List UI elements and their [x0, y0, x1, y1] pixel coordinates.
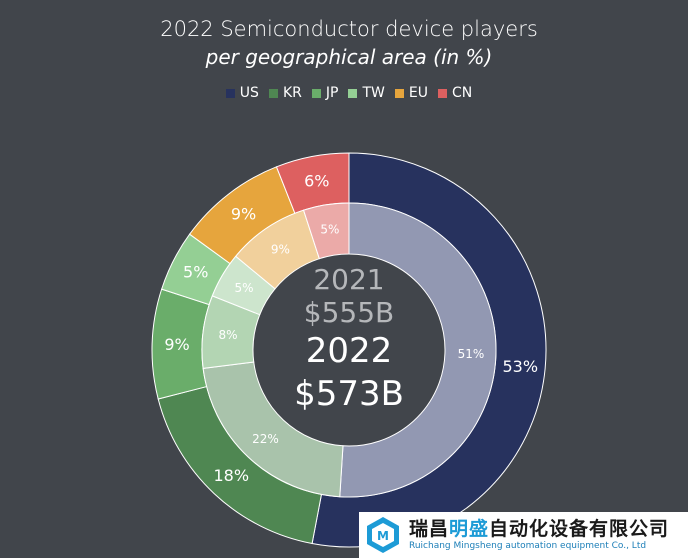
- legend-label: CN: [451, 85, 473, 101]
- inner-2021-label-jp: 8%: [218, 328, 237, 342]
- legend-swatch: [348, 88, 358, 98]
- legend-label: US: [239, 85, 259, 101]
- legend-swatch: [268, 88, 278, 98]
- legend-label: TW: [362, 85, 385, 101]
- legend-item-cn: CN: [437, 85, 473, 101]
- outer-2022-label-us: 53%: [502, 357, 538, 376]
- outer-2022-label-kr: 18%: [213, 466, 249, 485]
- legend-swatch: [225, 88, 235, 98]
- legend-label: JP: [325, 85, 339, 101]
- legend-swatch: [394, 88, 404, 98]
- company-logo-icon: M: [367, 517, 399, 553]
- legend-label: KR: [282, 85, 302, 101]
- legend-swatch: [311, 88, 321, 98]
- chart-title: 2022 Semiconductor device players: [160, 17, 538, 41]
- inner-2021-label-kr: 22%: [252, 432, 279, 446]
- legend-swatch: [437, 88, 447, 98]
- chart-subtitle: per geographical area (in %): [205, 45, 493, 69]
- legend-item-tw: TW: [348, 85, 385, 101]
- inner-2021-slice-cn: [302, 202, 350, 260]
- center-year-2021: 2021: [313, 263, 384, 296]
- inner-2021-label-cn: 5%: [320, 223, 339, 237]
- legend-label: EU: [408, 85, 428, 101]
- legend-item-jp: JP: [311, 85, 339, 101]
- svg-text:M: M: [377, 529, 389, 543]
- outer-2022-label-eu: 9%: [231, 205, 256, 224]
- inner-2021-label-us: 51%: [458, 347, 485, 361]
- watermark-company-en: Ruichang Mingsheng automation equipment …: [409, 541, 647, 551]
- inner-2021-label-eu: 9%: [271, 242, 290, 256]
- center-year-2022: 2022: [306, 331, 393, 371]
- watermark-company-cn: 瑞昌明盛自动化设备有限公司: [409, 518, 670, 540]
- outer-2022-label-jp: 9%: [164, 335, 189, 354]
- outer-2022-label-cn: 6%: [304, 172, 329, 191]
- legend-item-kr: KR: [268, 85, 302, 101]
- outer-2022-label-tw: 5%: [183, 263, 208, 282]
- legend-item-eu: EU: [394, 85, 428, 101]
- center-value-2022: $573B: [294, 374, 404, 414]
- legend-item-us: US: [225, 85, 259, 101]
- center-value-2021: $555B: [304, 296, 394, 329]
- chart-legend: US KR JP TW EU CN: [0, 85, 688, 101]
- watermark-banner: M 瑞昌明盛自动化设备有限公司 Ruichang Mingsheng autom…: [359, 512, 688, 558]
- inner-2021-slice-us: [339, 202, 497, 498]
- inner-2021-label-tw: 5%: [234, 281, 253, 295]
